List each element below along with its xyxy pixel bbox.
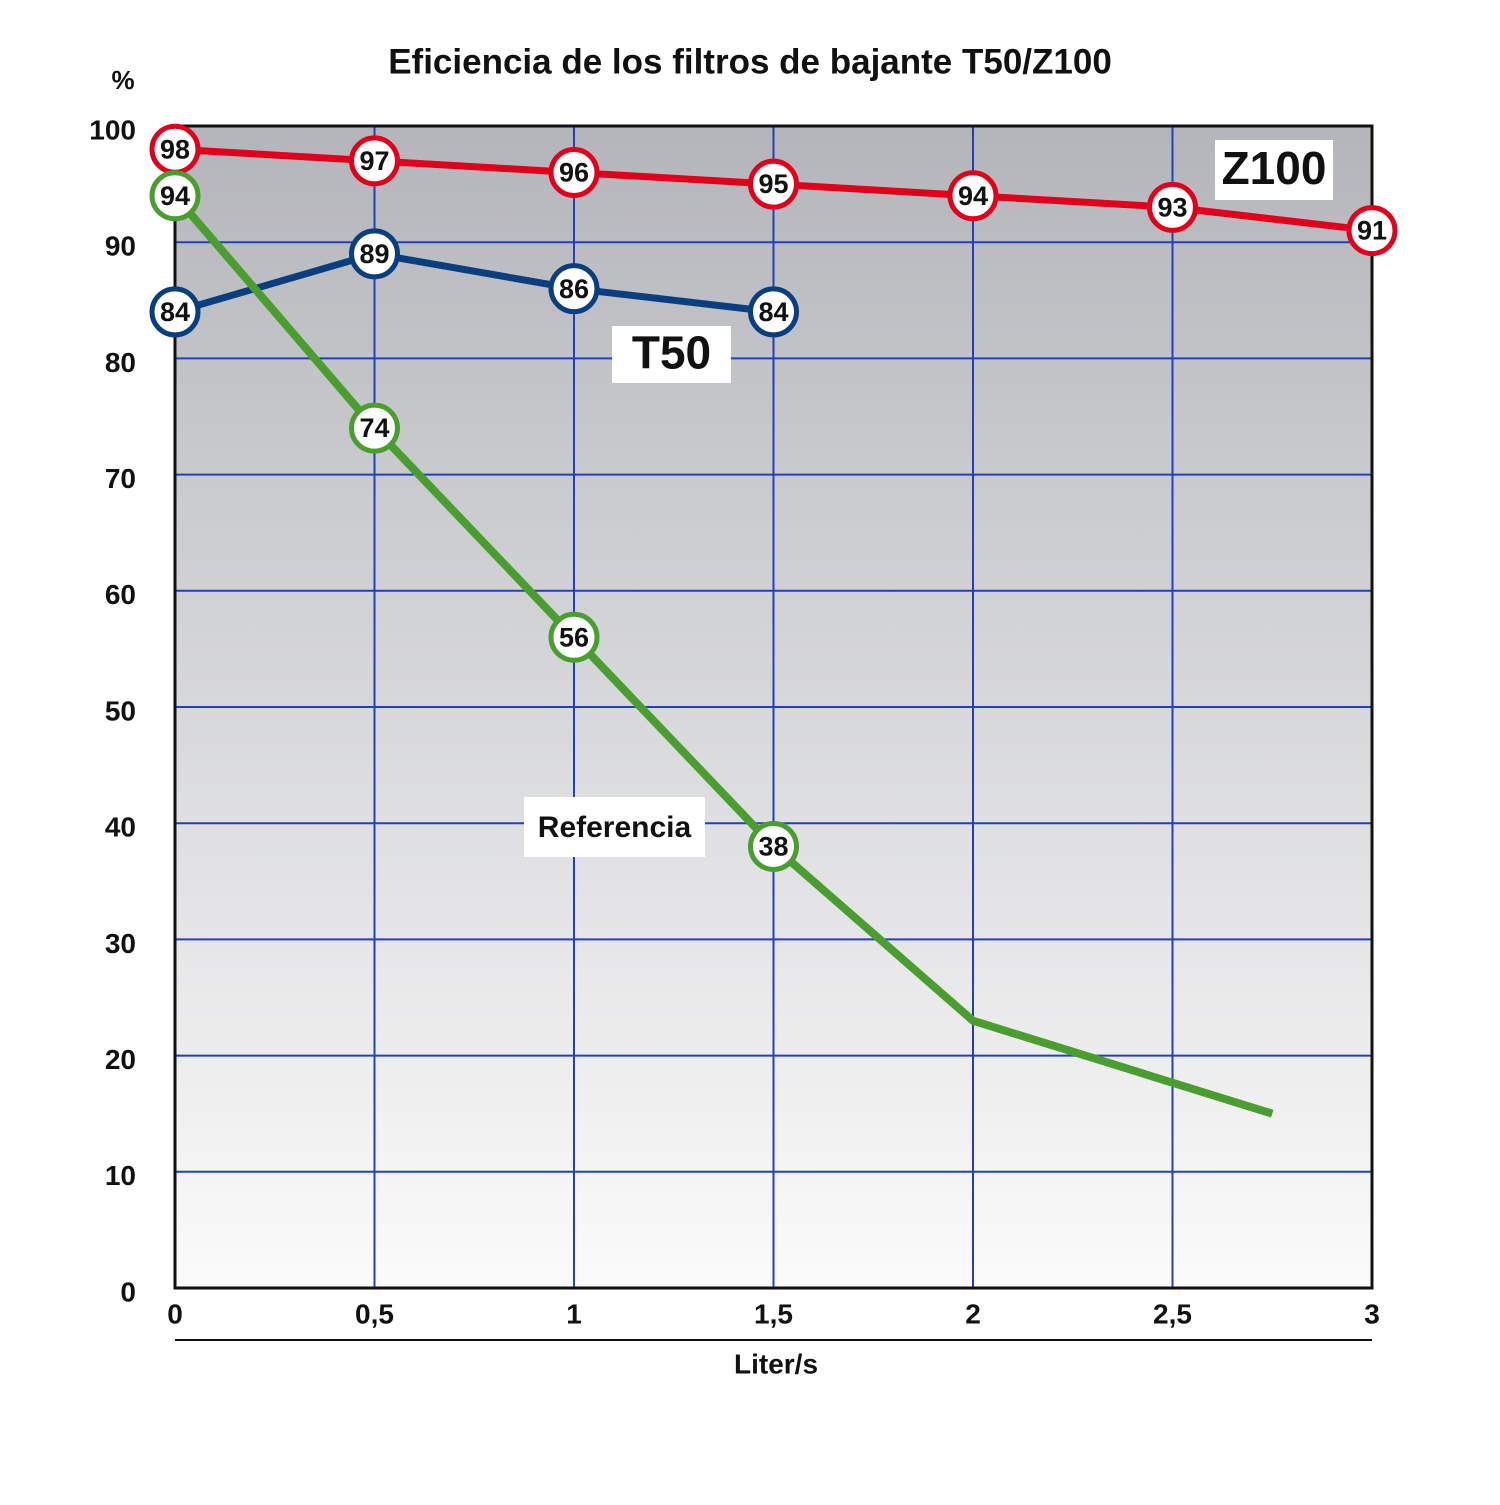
data-point (349, 135, 400, 187)
series-label-box (1215, 140, 1333, 200)
data-label: 91 (1357, 216, 1387, 246)
y-tick-label: 50 (105, 695, 136, 726)
y-tick-label: 30 (105, 928, 136, 959)
data-label: 97 (359, 146, 389, 176)
x-axis-label: Liter/s (734, 1348, 818, 1379)
data-point (748, 158, 799, 210)
data-label: 94 (160, 181, 190, 211)
data-point (349, 228, 400, 280)
data-point (349, 402, 400, 454)
data-point (748, 820, 799, 872)
x-tick-label: 2,5 (1153, 1298, 1192, 1329)
series-label-box (612, 326, 731, 383)
data-label: 93 (1157, 192, 1187, 222)
data-label: 38 (758, 832, 788, 862)
series-label-box (524, 797, 705, 857)
y-tick-label: 60 (105, 579, 136, 610)
series-label: T50 (632, 327, 711, 379)
data-label: 94 (958, 181, 988, 211)
data-label: 74 (359, 413, 389, 443)
data-label: 86 (559, 274, 589, 304)
data-point (748, 286, 799, 338)
data-label: 56 (559, 622, 589, 652)
y-tick-label: 0 (120, 1276, 136, 1307)
y-tick-label: 90 (105, 231, 136, 262)
series-label: Referencia (538, 811, 692, 844)
y-tick-label: 70 (105, 463, 136, 494)
series-line (171, 193, 1274, 1118)
data-label: 95 (758, 169, 788, 199)
data-label: 84 (758, 297, 788, 327)
x-tick-label: 0 (167, 1298, 183, 1329)
data-point (1147, 181, 1198, 233)
x-tick-label: 2 (965, 1298, 981, 1329)
y-tick-label: 100 (89, 114, 136, 145)
x-tick-label: 0,5 (355, 1298, 394, 1329)
data-point (548, 146, 600, 198)
data-label: 89 (359, 239, 389, 269)
y-axis-label: % (111, 65, 134, 95)
x-tick-label: 1 (566, 1298, 582, 1329)
data-point (548, 263, 600, 315)
chart-title: Eficiencia de los filtros de bajante T50… (388, 42, 1112, 81)
data-label: 84 (160, 297, 190, 327)
data-label: 96 (559, 158, 589, 188)
y-tick-label: 20 (105, 1044, 136, 1075)
series-line (174, 250, 774, 316)
data-point (149, 286, 201, 338)
series-label: Z100 (1222, 142, 1327, 194)
x-tick-label: 3 (1364, 1298, 1380, 1329)
y-tick-label: 80 (105, 347, 136, 378)
series-layer: 98 97 96 95 94 93 91 Z100 84 89 86 84 T50 94 74 56 38 Ref… (149, 123, 1398, 1118)
data-point (149, 170, 201, 222)
x-tick-label: 1,5 (754, 1298, 793, 1329)
data-point (1346, 205, 1398, 257)
plot-frame (173, 124, 1374, 1290)
data-label: 98 (160, 134, 190, 164)
y-tick-label: 40 (105, 812, 136, 843)
y-tick-label: 10 (105, 1160, 136, 1191)
data-point (947, 170, 999, 222)
data-point (548, 611, 600, 663)
